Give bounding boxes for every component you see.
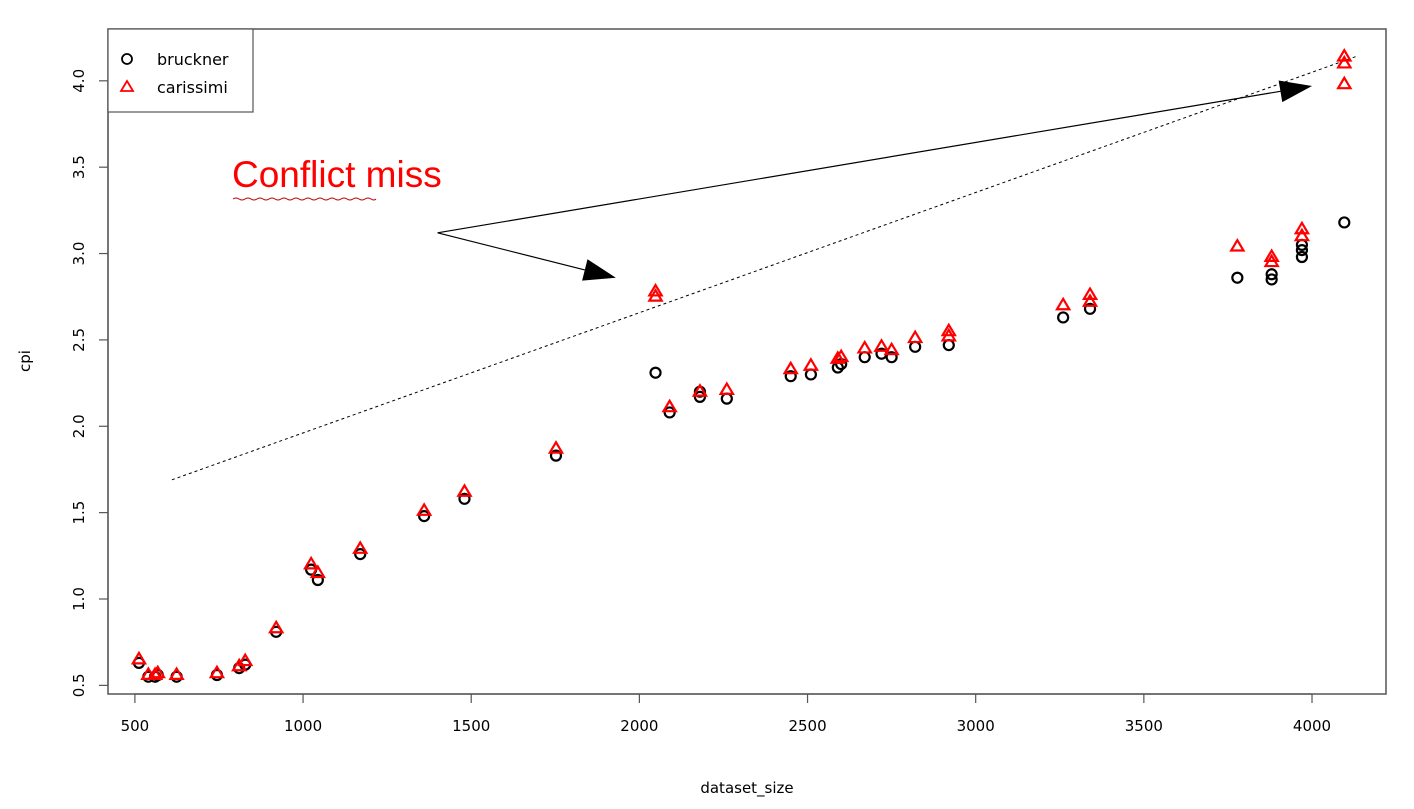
point-carissimi (208, 664, 226, 679)
y-tick-label: 2.0 (70, 414, 88, 438)
point-bruckner (354, 547, 367, 561)
point-carissimi (1336, 75, 1353, 90)
x-tick-label: 1000 (284, 717, 322, 735)
point-carissimi (416, 502, 433, 516)
y-tick-label: 3.0 (70, 242, 88, 266)
x-axis-title: dataset_size (700, 779, 793, 798)
y-tick-label: 2.5 (70, 328, 88, 352)
y-tick-label: 4.0 (70, 69, 88, 93)
annotations (171, 56, 1356, 481)
point-bruckner (1265, 268, 1278, 281)
x-tick-label: 1500 (452, 717, 490, 735)
point-carissimi (1081, 286, 1099, 300)
point-bruckner (1265, 273, 1278, 286)
point-bruckner (1057, 311, 1070, 324)
point-carissimi (456, 483, 473, 497)
arrowhead-icon (1278, 80, 1313, 103)
x-tick-label: 2000 (620, 717, 658, 735)
point-carissimi (1081, 293, 1099, 307)
y-tick-label: 1.0 (70, 587, 88, 611)
point-bruckner (1295, 243, 1309, 257)
y-axis-title: cpi (16, 350, 34, 372)
point-carissimi (856, 339, 873, 354)
x-axis: 500 1000 1500 2000 2500 3000 3500 4000 (121, 693, 1331, 735)
point-carissimi (303, 555, 320, 570)
point-bruckner (858, 351, 871, 364)
point-carissimi (873, 338, 890, 352)
point-carissimi (237, 652, 254, 667)
point-carissimi (691, 383, 709, 397)
point-bruckner (693, 390, 707, 404)
series-layer (130, 47, 1353, 683)
legend-label-carissimi: carissimi (157, 78, 228, 97)
point-bruckner (1295, 250, 1309, 264)
annotation-arrow-line (437, 232, 585, 271)
point-carissimi (661, 398, 678, 413)
x-tick-label: 4000 (1293, 717, 1331, 735)
y-tick-label: 0.5 (70, 673, 88, 697)
annotation-label-group: Conflict miss (232, 154, 442, 201)
point-carissimi (309, 564, 326, 579)
arrowhead-icon (582, 259, 616, 281)
y-tick-label: 3.5 (70, 155, 88, 179)
annotation-conflict-miss: Conflict miss (232, 154, 442, 195)
point-bruckner (942, 338, 955, 352)
legend-box (107, 28, 254, 113)
point-carissimi (547, 440, 565, 454)
plot-frame (107, 28, 1387, 695)
point-carissimi (883, 341, 900, 356)
point-bruckner (1231, 271, 1244, 284)
point-carissimi (1336, 47, 1353, 62)
point-carissimi (782, 360, 799, 375)
point-bruckner (549, 449, 563, 462)
legend: bruckner carissimi (107, 28, 254, 113)
x-tick-label: 3500 (1125, 717, 1163, 735)
point-carissimi (1229, 237, 1246, 252)
point-carissimi (130, 650, 148, 665)
point-carissimi (1293, 227, 1311, 242)
spellcheck-underline (232, 197, 377, 201)
point-carissimi (802, 357, 820, 371)
point-carissimi (1336, 54, 1353, 69)
point-carissimi (268, 619, 285, 634)
point-carissimi (833, 348, 850, 363)
point-bruckner (1338, 216, 1351, 229)
point-bruckner (720, 392, 733, 405)
legend-label-bruckner: bruckner (157, 50, 229, 69)
point-bruckner (458, 492, 471, 505)
point-carissimi (1055, 296, 1072, 311)
point-bruckner (804, 368, 818, 381)
point-carissimi (829, 350, 846, 364)
point-bruckner (663, 406, 676, 419)
annotation-arrow-line (437, 90, 1281, 234)
point-carissimi (352, 540, 369, 554)
trend-dashed-line (171, 56, 1356, 481)
series-bruckner (132, 216, 1351, 683)
point-carissimi (940, 322, 957, 337)
point-carissimi (1263, 248, 1280, 262)
x-tick-label: 500 (121, 717, 150, 735)
point-carissimi (647, 282, 664, 297)
point-carissimi (146, 666, 164, 680)
point-bruckner (311, 573, 324, 587)
point-bruckner (418, 509, 431, 523)
series-carissimi (130, 47, 1353, 680)
point-carissimi (907, 329, 924, 344)
x-tick-label: 2500 (788, 717, 826, 735)
point-carissimi (149, 664, 166, 679)
legend-circle-icon (121, 53, 133, 65)
point-bruckner (909, 340, 922, 353)
point-bruckner (649, 366, 662, 379)
point-bruckner (885, 351, 898, 364)
point-carissimi (1293, 220, 1311, 235)
point-bruckner (784, 370, 797, 383)
point-carissimi (168, 666, 185, 680)
y-axis: 0.5 1.0 1.5 2.0 2.5 3.0 3.5 4.0 (70, 69, 109, 697)
legend-triangle-icon (119, 79, 135, 92)
point-carissimi (718, 381, 735, 395)
point-bruckner (1083, 302, 1097, 315)
x-tick-label: 3000 (957, 717, 995, 735)
y-tick-label: 1.5 (70, 501, 88, 525)
